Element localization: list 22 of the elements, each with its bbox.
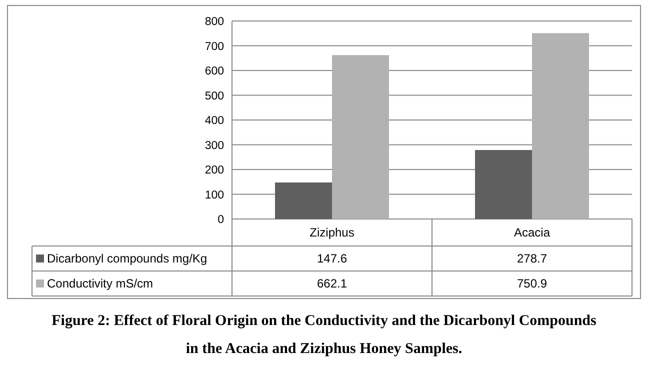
y-tick-label: 200 [204, 164, 224, 177]
data-label: 278.7 [516, 252, 548, 266]
caption: Figure 2: Effect of Floral Origin on the Conductivity and the Dicarbonyl Compounds in the Acacia and Ziziphus Honey Samples. [52, 313, 597, 357]
y-tick-label: 400 [204, 115, 224, 128]
legend-label: Conductivity mS/cm [47, 276, 154, 291]
legend-label: Dicarbonyl compounds mg/Kg [47, 252, 208, 266]
bar [532, 33, 589, 219]
x-tick-label: Acacia [514, 226, 550, 240]
data-label: 147.6 [316, 252, 348, 266]
data-label: 750.9 [516, 276, 548, 291]
bar [332, 55, 389, 219]
data-label: 662.1 [316, 276, 348, 291]
y-tick-label: 300 [204, 140, 224, 152]
y-tick-label: 500 [204, 90, 224, 102]
bar [475, 150, 532, 219]
y-tick-label: 600 [204, 66, 224, 78]
y-tick-label: 800 [204, 16, 224, 28]
bar [275, 182, 332, 219]
y-tick-label: 0 [218, 214, 224, 226]
y-tick-label: 700 [204, 40, 224, 53]
x-tick-label: Ziziphus [310, 226, 354, 240]
y-tick-label: 100 [204, 189, 224, 202]
